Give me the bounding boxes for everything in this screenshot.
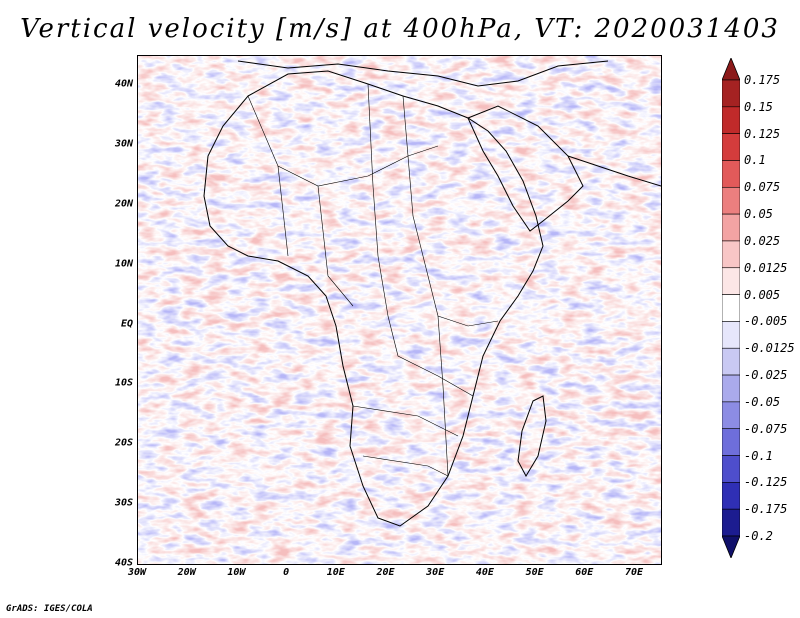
lat-tick-label: 20N xyxy=(114,198,133,210)
colorbar-swatch xyxy=(722,79,740,108)
lon-tick-label: 10E xyxy=(326,567,345,578)
colorbar-level-label: -0.005 xyxy=(744,314,788,329)
border xyxy=(427,275,499,327)
border xyxy=(387,315,474,397)
country-borders xyxy=(247,83,499,477)
chart-title: Vertical velocity [m/s] at 400hPa, VT: 2… xyxy=(20,14,780,44)
colorbar-swatch xyxy=(722,482,740,510)
border xyxy=(352,405,459,437)
lat-tick-label: 30S xyxy=(114,497,133,509)
colorbar-level-label: -0.1 xyxy=(744,448,773,463)
border xyxy=(277,165,289,257)
map-panel xyxy=(137,55,662,565)
colorbar-swatch xyxy=(722,240,740,269)
colorbar-level-label: -0.075 xyxy=(744,421,788,436)
colorbar-swatch xyxy=(722,160,740,188)
velocity-texture xyxy=(138,56,661,564)
arabia-coastline xyxy=(467,105,584,232)
lon-tick-label: 30E xyxy=(426,567,445,578)
colorbar-swatch xyxy=(722,186,740,215)
lat-tick-label: 40N xyxy=(114,78,133,90)
lon-tick-label: 20W xyxy=(177,567,196,578)
colorbar-swatch xyxy=(722,267,740,295)
colorbar-level-label: -0.0125 xyxy=(744,341,795,356)
lat-tick-label: EQ xyxy=(120,318,133,329)
vertical-velocity-field xyxy=(138,56,661,564)
colorbar-swatch xyxy=(722,294,740,322)
border xyxy=(247,95,439,187)
colorbar-level-label: 0.1 xyxy=(744,153,766,168)
colorbar-level-label: 0.125 xyxy=(744,126,781,141)
lat-tick-label: 10N xyxy=(114,258,133,270)
colorbar-level-label: 0.05 xyxy=(744,207,773,222)
border xyxy=(362,455,449,477)
colorbar-swatch xyxy=(722,428,740,456)
lon-tick-label: 0 xyxy=(283,567,290,578)
colorbar-level-label: -0.125 xyxy=(744,475,788,490)
colorbar-swatch xyxy=(722,455,740,483)
colorbar-level-label: 0.15 xyxy=(744,99,773,114)
colorbar-level-label: 0.075 xyxy=(744,180,781,195)
border xyxy=(437,315,449,477)
border xyxy=(402,95,429,277)
colorbar-level-label: -0.2 xyxy=(744,529,773,543)
border xyxy=(317,185,354,307)
colorbar-swatch xyxy=(722,347,740,376)
lat-tick-label: 20S xyxy=(114,437,133,449)
colorbar-swatch xyxy=(722,321,740,349)
lon-tick-label: 30W xyxy=(127,567,147,578)
colorbar-swatch xyxy=(722,401,740,430)
lon-tick-label: 10W xyxy=(227,567,246,578)
lat-tick-label: 30N xyxy=(114,138,133,150)
colorbar-level-label: -0.175 xyxy=(744,502,788,517)
colorbar-level-label: 0.175 xyxy=(744,73,781,87)
madagascar-coastline xyxy=(517,395,547,478)
colorbar-min-arrow xyxy=(722,535,740,558)
lon-tick-label: 60E xyxy=(575,567,594,578)
lon-tick-label: 40E xyxy=(475,567,494,578)
colorbar-level-label: 0.005 xyxy=(744,287,781,302)
colorbar-max-arrow xyxy=(722,58,740,81)
lon-tick-label: 20E xyxy=(376,567,395,578)
europe-coastline xyxy=(237,60,609,87)
lon-tick-label: 50E xyxy=(525,567,544,578)
lat-tick-label: 10S xyxy=(114,377,133,389)
lat-tick-label: 40S xyxy=(114,557,133,569)
colorbar-level-label: -0.05 xyxy=(744,394,781,409)
colorbar xyxy=(722,58,740,558)
colorbar-level-label: -0.025 xyxy=(744,368,788,383)
asia-coastline xyxy=(567,155,661,187)
colorbar-swatch xyxy=(722,106,740,134)
lon-tick-label: 70E xyxy=(624,567,644,578)
colorbar-level-label: 0.0125 xyxy=(744,260,788,275)
colorbar-swatch xyxy=(722,374,740,403)
border xyxy=(367,83,389,317)
grads-credit: GrADS: IGES/COLA xyxy=(6,604,93,614)
colorbar-swatch xyxy=(722,213,740,242)
colorbar-swatch xyxy=(722,133,740,161)
colorbar-swatch xyxy=(722,508,740,537)
colorbar-level-label: 0.025 xyxy=(744,233,781,248)
